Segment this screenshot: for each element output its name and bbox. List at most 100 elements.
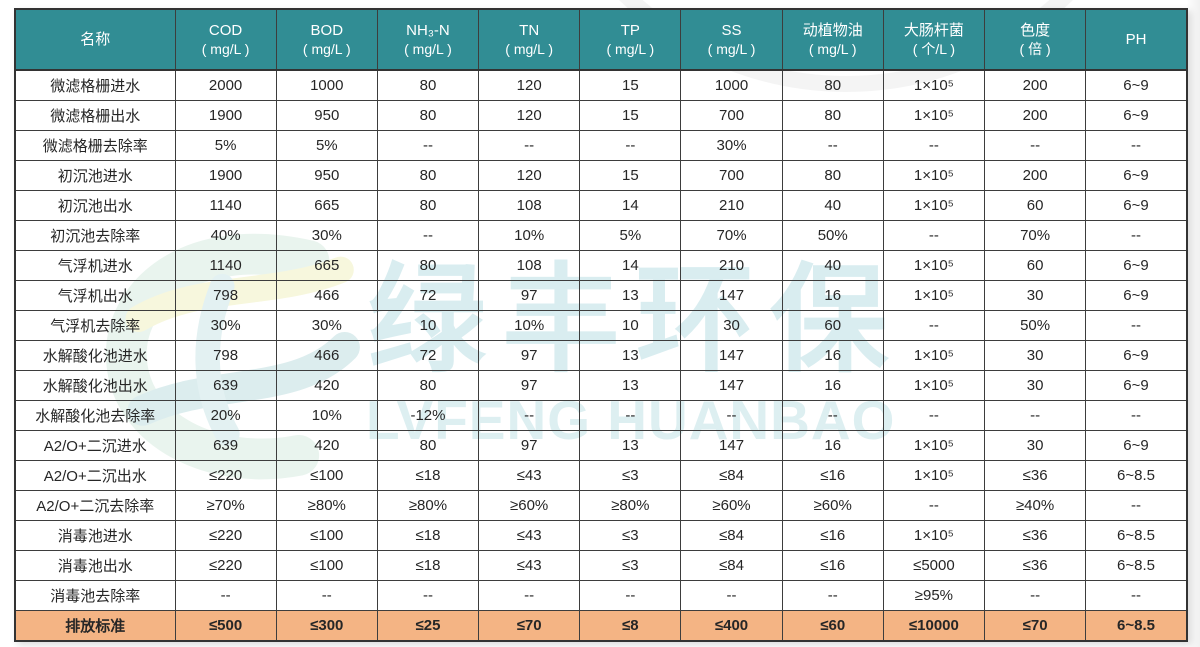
value-cell: ≥80% (579, 490, 682, 521)
value-cell: ≤16 (781, 550, 884, 581)
value-cell: 700 (680, 160, 783, 191)
value-cell: 1×10⁵ (882, 250, 986, 281)
value-cell: 50% (781, 220, 884, 251)
value-cell: 466 (275, 280, 378, 311)
table-row: 气浮机去除率 30% 30% 10 10% 10 30 60 -- 50% -- (14, 310, 1188, 341)
column-header: NH₃-N( mg/L ) (376, 8, 480, 71)
value-cell: 200 (983, 100, 1087, 131)
value-cell: 466 (275, 340, 378, 371)
value-cell: ≤3 (579, 550, 682, 581)
row-name-cell: 水解酸化池去除率 (14, 400, 176, 431)
value-cell: 80 (781, 69, 884, 101)
value-cell: ≥95% (882, 580, 986, 611)
value-cell: -- (680, 400, 783, 431)
table-row: 微滤格栅出水 1900 950 80 120 15 700 80 1×10⁵ 200 6~9 (14, 100, 1188, 131)
row-name-cell: 消毒池进水 (14, 520, 176, 551)
value-cell: 6~9 (1085, 370, 1188, 401)
table-row: 初沉池去除率 40% 30% -- 10% 5% 70% 50% -- 70% -- (14, 220, 1188, 251)
page-edge-shadow (1186, 0, 1200, 647)
table-row: 微滤格栅进水 2000 1000 80 120 15 1000 80 1×10⁵ 200 6~9 (14, 69, 1188, 101)
value-cell: 147 (680, 340, 783, 371)
value-cell: 72 (376, 280, 480, 311)
column-header-unit: ( 个/L ) (912, 40, 956, 57)
value-cell: ≤25 (376, 610, 480, 642)
value-cell: 30 (983, 280, 1087, 311)
row-name-cell: 水解酸化池出水 (14, 370, 176, 401)
table-row: A2/O+二沉去除率 ≥70% ≥80% ≥80% ≥60% ≥80% ≥60% ≥60% --… (14, 490, 1188, 521)
value-cell: -- (1085, 130, 1188, 161)
value-cell: ≤8 (579, 610, 682, 642)
value-cell: ≤220 (174, 520, 277, 551)
value-cell: 60 (983, 190, 1087, 221)
value-cell: 639 (174, 430, 277, 461)
value-cell: 798 (174, 340, 277, 371)
value-cell: 1×10⁵ (882, 100, 986, 131)
table-row: 消毒池去除率 -- -- -- -- -- -- -- ≥95% -- -- (14, 580, 1188, 611)
value-cell: 10 (376, 310, 480, 341)
value-cell: -- (1085, 310, 1188, 341)
value-cell: 665 (275, 250, 378, 281)
value-cell: -- (882, 400, 986, 431)
value-cell: 80 (376, 190, 480, 221)
value-cell: ≤10000 (882, 610, 986, 642)
value-cell: -- (376, 580, 480, 611)
value-cell: 1140 (174, 190, 277, 221)
value-cell: 30% (680, 130, 783, 161)
row-name-cell: A2/O+二沉出水 (14, 460, 176, 491)
column-header-unit: ( mg/L ) (302, 40, 351, 57)
value-cell: 30% (174, 310, 277, 341)
value-cell: 2000 (174, 69, 277, 101)
value-cell: ≤84 (680, 550, 783, 581)
value-cell: ≤36 (983, 520, 1087, 551)
table-row: A2/O+二沉进水 639 420 80 97 13 147 16 1×10⁵ 30 6~9 (14, 430, 1188, 461)
value-cell: 210 (680, 250, 783, 281)
value-cell: ≤18 (376, 460, 480, 491)
value-cell: 15 (579, 160, 682, 191)
column-header-title: SS (721, 21, 742, 39)
value-cell: 6~8.5 (1085, 610, 1188, 642)
value-cell: 6~9 (1085, 250, 1188, 281)
value-cell: 10% (275, 400, 378, 431)
value-cell: 6~8.5 (1085, 460, 1188, 491)
value-cell: 50% (983, 310, 1087, 341)
column-header: 色度( 倍 ) (983, 8, 1087, 71)
value-cell: 70% (680, 220, 783, 251)
value-cell: 1×10⁵ (882, 460, 986, 491)
column-header-unit: ( mg/L ) (606, 40, 655, 57)
value-cell: ≥80% (376, 490, 480, 521)
table-row: A2/O+二沉出水 ≤220 ≤100 ≤18 ≤43 ≤3 ≤84 ≤16 1×10⁵ ≤36 6… (14, 460, 1188, 491)
value-cell: -- (478, 580, 581, 611)
row-name-cell: 微滤格栅出水 (14, 100, 176, 131)
value-cell: 1×10⁵ (882, 280, 986, 311)
value-cell: -- (478, 130, 581, 161)
row-name-cell: 气浮机进水 (14, 250, 176, 281)
value-cell: ≤43 (478, 520, 581, 551)
value-cell: 15 (579, 100, 682, 131)
value-cell: ≤18 (376, 550, 480, 581)
value-cell: ≤16 (781, 460, 884, 491)
value-cell: 1×10⁵ (882, 370, 986, 401)
value-cell: 1900 (174, 160, 277, 191)
value-cell: ≤3 (579, 460, 682, 491)
value-cell: 13 (579, 370, 682, 401)
value-cell: ≤84 (680, 460, 783, 491)
value-cell: 97 (478, 370, 581, 401)
value-cell: -- (781, 400, 884, 431)
value-cell: 6~8.5 (1085, 520, 1188, 551)
value-cell: ≤70 (478, 610, 581, 642)
value-cell: 1000 (275, 69, 378, 101)
value-cell: 120 (478, 160, 581, 191)
value-cell: -- (1085, 220, 1188, 251)
value-cell: 13 (579, 340, 682, 371)
value-cell: 14 (579, 190, 682, 221)
value-cell: 639 (174, 370, 277, 401)
value-cell: ≤60 (781, 610, 884, 642)
column-header-title: NH₃-N (406, 21, 450, 39)
value-cell: 210 (680, 190, 783, 221)
header-row: 名称 COD( mg/L ) BOD( mg/L ) NH₃-N( mg/L ) TN(… (14, 8, 1188, 71)
value-cell: 6~9 (1085, 190, 1188, 221)
row-name-cell: 消毒池去除率 (14, 580, 176, 611)
value-cell: 40 (781, 190, 884, 221)
value-cell: 1000 (680, 69, 783, 101)
value-cell: ≥60% (478, 490, 581, 521)
